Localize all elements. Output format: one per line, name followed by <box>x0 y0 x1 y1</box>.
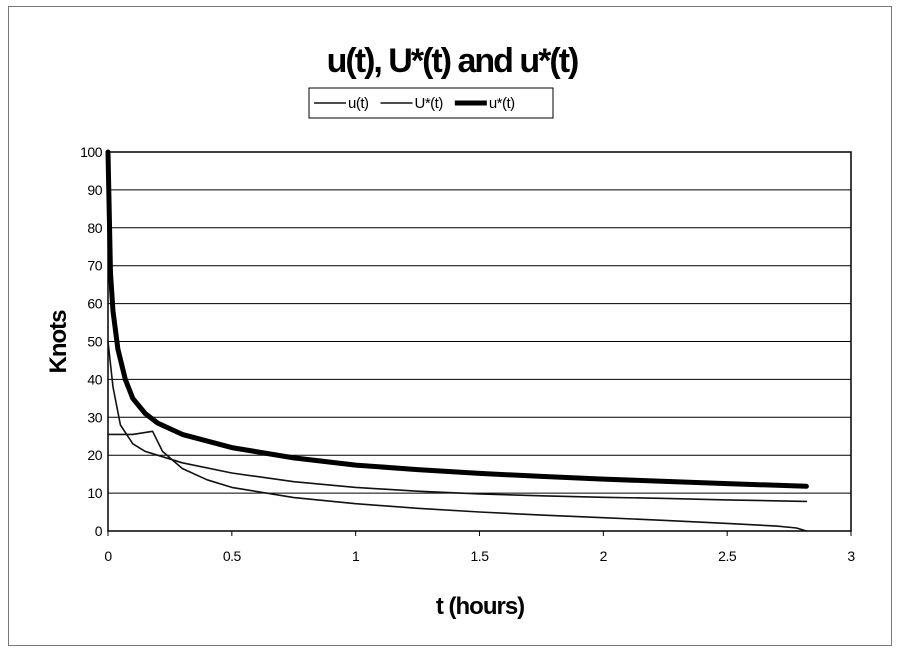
series-line-2 <box>107 340 808 503</box>
y-axis-title: Knots <box>45 310 72 374</box>
x-tick-label: 2 <box>600 548 608 564</box>
y-tick-label: 70 <box>87 258 102 274</box>
x-tick-label: 1 <box>352 548 360 564</box>
legend-label-3: u*(t) <box>489 95 515 112</box>
series-line-3 <box>105 149 809 489</box>
x-axis-title: t (hours) <box>436 593 524 620</box>
legend-label-2: U*(t) <box>415 95 444 112</box>
y-tick-label: 60 <box>87 296 102 312</box>
series-line-1 <box>107 430 808 532</box>
y-tick-labels: 0 10 20 30 40 50 60 70 80 90 100 <box>80 144 103 539</box>
chart-frame <box>8 6 892 646</box>
y-tick-label: 50 <box>87 334 102 350</box>
chart-title: u(t), U*(t) and u*(t) <box>327 42 578 80</box>
y-tick-label: 20 <box>87 447 102 463</box>
y-tick-label: 90 <box>87 182 102 198</box>
x-tick-label: 0 <box>104 548 112 564</box>
legend: u(t) U*(t) u*(t) <box>308 87 554 119</box>
y-tick-label: 100 <box>80 144 103 160</box>
legend-label-1: u(t) <box>348 95 369 112</box>
legend-box <box>308 87 554 119</box>
x-tick-label: 1.5 <box>471 548 490 564</box>
y-tick-label: 40 <box>87 371 102 387</box>
y-tick-label: 10 <box>87 485 102 501</box>
x-tick-label: 2.5 <box>718 548 737 564</box>
x-tick-labels: 0 0.5 1 1.5 2 2.5 3 <box>104 531 856 564</box>
x-tick-label: 0.5 <box>223 548 242 564</box>
y-tick-label: 80 <box>87 220 102 236</box>
series-lines <box>105 149 809 532</box>
x-tick-label: 3 <box>847 548 855 564</box>
y-tick-label: 0 <box>95 523 103 539</box>
y-tick-label: 30 <box>87 409 102 425</box>
